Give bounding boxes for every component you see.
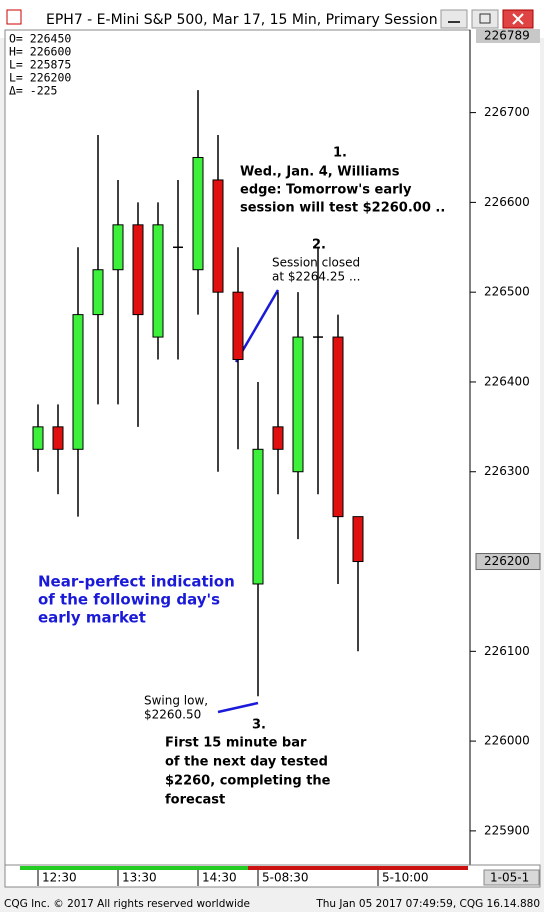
highlight-text: early market [38,609,146,627]
x-tick-label: 14:30 [202,871,237,885]
info-line: L= 226200 [9,71,71,85]
y-tick-label: 226700 [484,105,530,119]
y-tick-label: 226600 [484,195,530,209]
candle-body [252,448,264,585]
info-line: Δ= -225 [9,84,57,98]
swing-text: $2260.50 [144,708,201,722]
y-tick-label: 226500 [484,285,530,299]
note-text: $2260, completing the [165,774,331,789]
candle-body [92,269,104,316]
annotations: 1. Wed., Jan. 4, Williams edge: Tomorrow's… [38,146,445,808]
candle-body [272,426,284,450]
time-axis [4,864,541,888]
candle-body [132,224,144,316]
session-bar-day1 [20,866,248,870]
candle-body [212,179,224,293]
highlight-text: Near-perfect indication [38,573,235,591]
maximize-button[interactable] [471,9,499,29]
note-text: Wed., Jan. 4, Williams [240,165,400,180]
axis-high-label: 226789 [484,29,530,43]
session-bar-day2 [248,866,468,870]
window-icon [6,9,22,25]
candle-body [352,516,364,563]
info-line: L= 225875 [9,58,71,72]
footer-right: Thu Jan 05 2017 07:49:59, CQG 16.14.880 [315,898,540,910]
x-tick-label: 13:30 [122,871,157,885]
status-bar [0,895,544,912]
window-buttons[interactable] [440,9,534,29]
candle-body [112,224,124,271]
y-tick-label: 226300 [484,464,530,478]
note-number: 3. [252,718,266,733]
note-number: 1. [333,146,347,161]
axis-high-box [476,29,540,43]
price-axis [470,30,540,865]
note-text: session will test $2260.00 .. [240,201,445,216]
note-text: Session closed [272,256,360,270]
note-text: forecast [165,793,225,808]
pointer-line [217,701,259,714]
note-number: 2. [312,238,326,253]
note-text: edge: Tomorrow's early [240,183,412,198]
date-box-label: 1-05-1 [490,871,529,885]
candle-body [72,314,84,450]
x-tick-label: 12:30 [42,871,77,885]
candle-body [192,156,204,271]
note-text: of the next day tested [165,755,328,770]
candle-body [152,224,164,338]
x-tick-label: 5-10:00 [382,871,429,885]
candle-body [332,336,344,518]
highlight-text: of the following day's [38,591,220,609]
footer-left: CQG Inc. © 2017 All rights reserved worl… [4,898,250,910]
last-price-label: 226200 [484,554,530,568]
note-text: at $2264.25 ... [272,270,360,284]
window-title: EPH7 - E-Mini S&P 500, Mar 17, 15 Min, P… [46,12,438,28]
x-tick-label: 5-08:30 [262,871,309,885]
date-box [483,869,540,886]
candle-body [292,336,304,473]
info-line: H= 226600 [9,45,71,59]
swing-text: Swing low, [144,694,208,708]
candle-body [232,291,244,361]
candle-body [32,426,44,450]
candle-body [52,426,64,450]
y-tick-label: 226400 [484,374,530,388]
y-tick-label: 226100 [484,644,530,658]
y-tick-label: 225900 [484,823,530,837]
note-text: First 15 minute bar [165,736,307,751]
y-tick-label: 226000 [484,734,530,748]
minimize-button[interactable] [440,9,468,29]
info-line: O= 226450 [9,32,71,46]
last-price-box [475,553,541,571]
